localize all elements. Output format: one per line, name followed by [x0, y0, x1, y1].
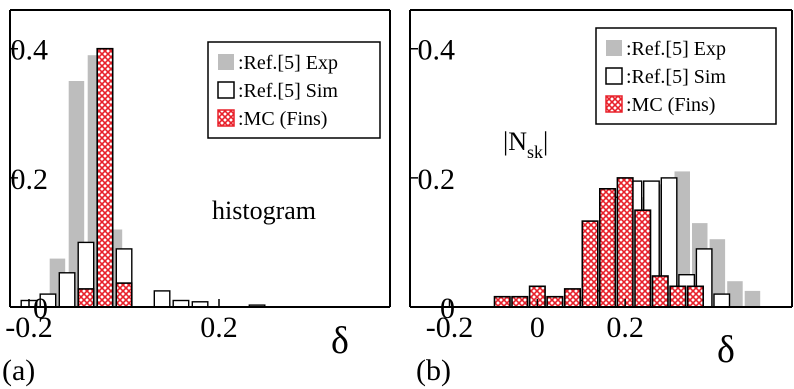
y-tick-label: 0.2 — [11, 163, 49, 196]
annotation: histogram — [212, 196, 316, 225]
legend-label: :Ref.[5] Exp — [238, 52, 338, 74]
mc-bar — [511, 295, 529, 308]
mc-bar — [115, 282, 133, 308]
y-tick-label: 0.4 — [418, 34, 456, 67]
legend-swatch-mc — [217, 109, 235, 127]
legend-swatch-exp — [218, 54, 234, 70]
mc-bar — [616, 177, 634, 308]
legend-swatch-sim — [217, 81, 235, 99]
annotation: |Nsk| — [503, 127, 548, 162]
sim-bar — [153, 290, 171, 308]
legend-label: :Ref.[5] Exp — [626, 38, 726, 60]
mc-bar — [546, 295, 564, 308]
legend: :Ref.[5] Exp :Ref.[5] Sim :MC (Fins) — [207, 41, 381, 139]
legend-swatch-sim — [605, 67, 623, 85]
legend-label: :Ref.[5] Sim — [238, 80, 338, 102]
legend-label: :Ref.[5] Sim — [626, 66, 726, 88]
mc-bar — [634, 209, 652, 308]
exp-bar — [674, 171, 690, 307]
mc-bar — [686, 285, 705, 308]
legend-label: :MC (Fins) — [238, 108, 327, 130]
panel-a: 0 0.2 0.4 -0.2 0.2 :Ref.[5] Exp :Ref.[5] Sim :M… — [2, 9, 391, 387]
mc-bar — [77, 288, 95, 308]
x-tick-label: 0.2 — [606, 311, 644, 344]
legend-box — [595, 27, 777, 125]
x-axis-label: δ — [331, 320, 349, 362]
mc-bar — [669, 285, 687, 308]
mc-bar — [598, 188, 617, 308]
y-tick-label: 0.2 — [418, 163, 456, 196]
panel-label: (b) — [416, 354, 451, 387]
mc-bar — [581, 220, 599, 308]
legend-box — [207, 41, 381, 139]
sim-bar — [58, 272, 76, 308]
x-tick-label: -0.2 — [5, 311, 53, 344]
x-tick-label: 0.2 — [200, 311, 238, 344]
panel-label: (a) — [2, 354, 35, 387]
x-tick-label: 0 — [530, 311, 545, 344]
legend-swatch-mc — [605, 95, 623, 113]
mc-bar — [493, 295, 511, 308]
y-tick-label: 0.4 — [11, 34, 49, 67]
y-tick-label: 0 — [440, 292, 455, 325]
panel-b: 00.20.4-0.2 0 0.2:Ref.[5] Exp:Ref.[5] Sim:… — [409, 9, 793, 387]
legend: :Ref.[5] Exp :Ref.[5] Sim :MC (Fins) — [595, 27, 777, 125]
sim-bar — [713, 293, 731, 308]
exp-bar — [727, 281, 743, 307]
mc-bar — [651, 275, 669, 308]
mc-bar — [563, 288, 582, 308]
x-axis-label: δ — [717, 329, 735, 371]
legend-swatch-exp — [606, 40, 622, 56]
exp-bar — [744, 290, 761, 307]
mc-bar — [96, 47, 114, 308]
legend-label: :MC (Fins) — [626, 94, 715, 116]
y-tick-label: 0 — [33, 292, 48, 325]
x-tick-label: -0.2 — [426, 311, 474, 344]
exp-bar — [709, 239, 726, 307]
